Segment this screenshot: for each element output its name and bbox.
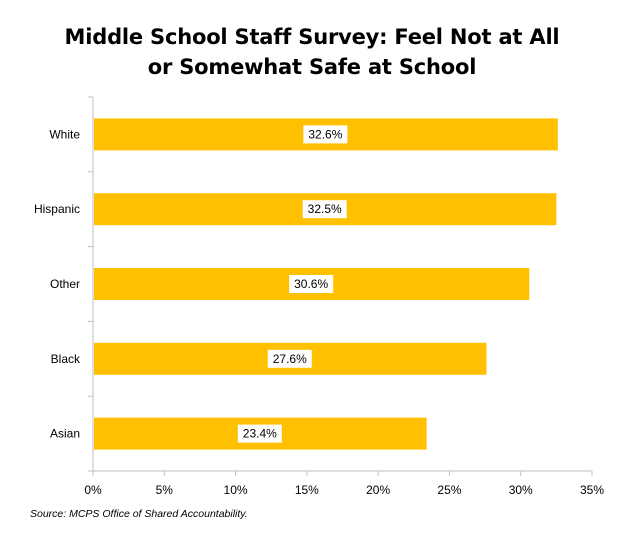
chart-title-line-1: Middle School Staff Survey: Feel Not at … [64,25,560,49]
x-tick-label: 15% [295,483,319,497]
data-label-box [302,200,347,219]
category-label: Hispanic [34,202,80,216]
x-tick-label: 25% [437,483,461,497]
category-label: Other [50,277,80,291]
data-label: 32.6% [308,127,342,141]
x-tick-label: 30% [509,483,533,497]
data-label: 32.5% [308,202,342,216]
data-label-box [267,349,312,368]
x-tick-label: 20% [366,483,390,497]
chart-title: Middle School Staff Survey: Feel Not at … [0,22,624,82]
data-label: 27.6% [273,352,307,366]
data-label-box [303,125,348,144]
category-label: Asian [50,427,80,441]
category-label: White [49,127,80,141]
x-tick-label: 0% [84,483,102,497]
x-tick-label: 35% [580,483,604,497]
data-label: 23.4% [243,427,277,441]
category-label: Black [51,352,81,366]
x-tick-label: 5% [156,483,174,497]
data-label-box [237,424,282,443]
x-tick-label: 10% [224,483,248,497]
data-label: 30.6% [294,277,328,291]
chart-title-line-2: or Somewhat Safe at School [147,55,477,79]
source-note: Source: MCPS Office of Shared Accountabi… [30,508,248,520]
data-label-box [289,275,334,293]
